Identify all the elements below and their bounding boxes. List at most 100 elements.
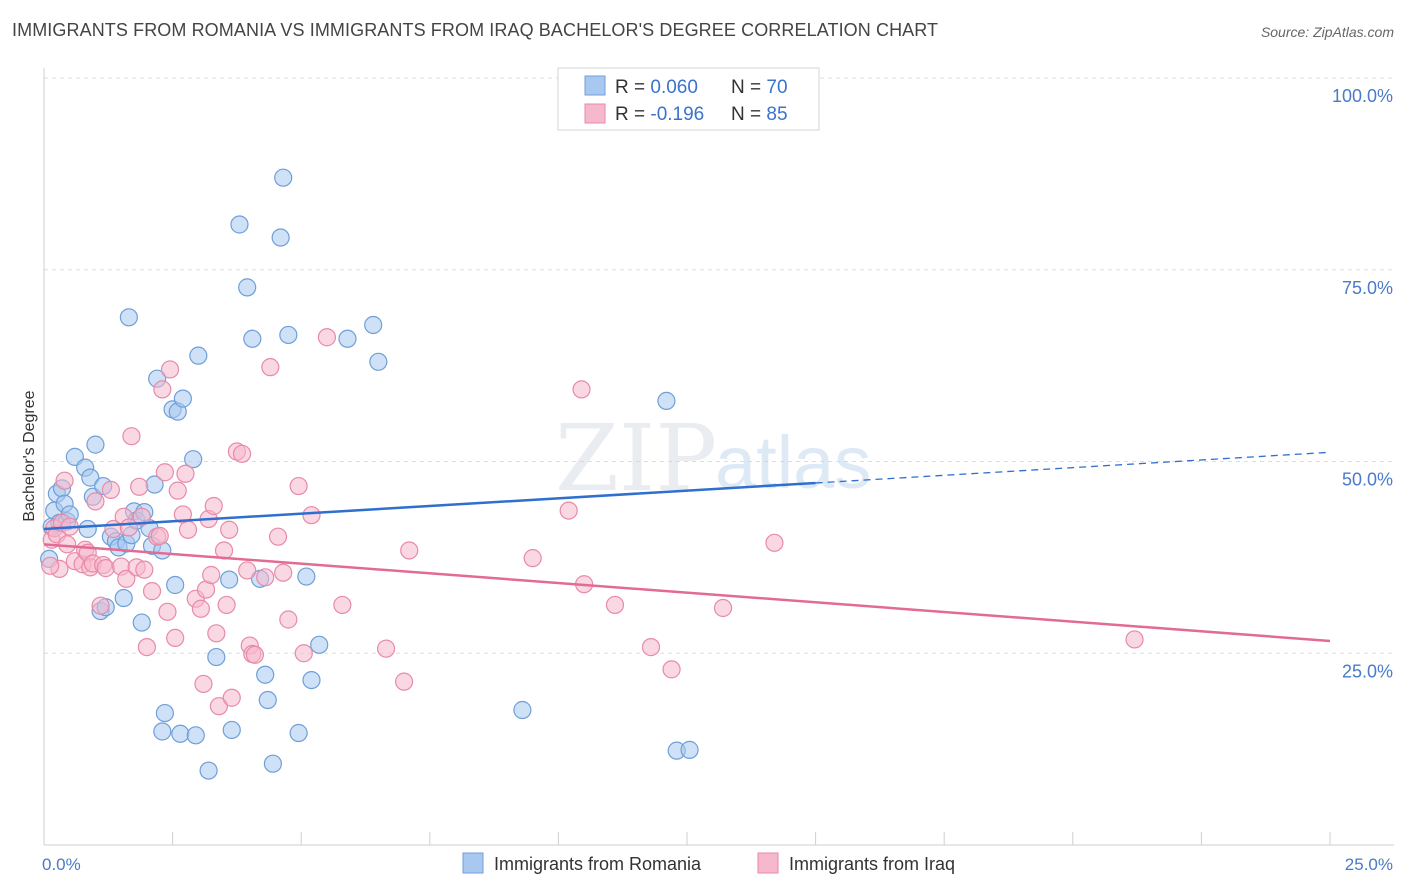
romania-point bbox=[166, 575, 185, 595]
romania-point bbox=[680, 740, 699, 759]
romania-point bbox=[310, 635, 329, 654]
iraq-point bbox=[101, 480, 120, 499]
iraq-point bbox=[232, 444, 252, 463]
iraq-point bbox=[559, 501, 578, 520]
iraq-point bbox=[333, 595, 352, 615]
romania-point bbox=[199, 761, 218, 780]
iraq-point bbox=[91, 596, 110, 615]
romania-point bbox=[155, 703, 174, 723]
romania-point bbox=[186, 726, 205, 745]
romania-trendline-extension bbox=[815, 451, 1331, 484]
x-tick-label-max: 25.0% bbox=[1345, 855, 1393, 874]
y-tick-label: 75.0% bbox=[1342, 278, 1393, 298]
legend-romania-label: Immigrants from Romania bbox=[494, 854, 702, 874]
romania-point bbox=[173, 389, 192, 408]
iraq-point bbox=[274, 563, 293, 582]
iraq-point bbox=[86, 492, 105, 511]
iraq-point bbox=[176, 464, 195, 483]
iraq-point bbox=[137, 638, 156, 657]
iraq-point bbox=[204, 496, 223, 516]
romania-point bbox=[238, 278, 257, 297]
iraq-point bbox=[294, 644, 313, 663]
iraq-point bbox=[160, 360, 180, 379]
romania-point bbox=[364, 315, 383, 335]
iraq-point bbox=[117, 569, 136, 588]
romania-point bbox=[78, 519, 97, 539]
romania-point bbox=[86, 435, 105, 454]
romania-trendline bbox=[43, 481, 816, 531]
romania-r-label: R = bbox=[615, 77, 650, 98]
iraq-point bbox=[317, 328, 337, 347]
romania-point bbox=[263, 754, 283, 773]
chart-title: IMMIGRANTS FROM ROMANIA VS IMMIGRANTS FR… bbox=[12, 20, 939, 40]
iraq-swatch bbox=[584, 103, 606, 124]
iraq-point bbox=[289, 476, 308, 496]
y-tick-label: 25.0% bbox=[1342, 661, 1393, 681]
iraq-point bbox=[400, 541, 419, 560]
romania-point bbox=[243, 329, 262, 348]
romania-point bbox=[220, 570, 239, 589]
iraq-point bbox=[220, 520, 239, 539]
iraq-point bbox=[605, 595, 625, 615]
y-tick-label: 100.0% bbox=[1332, 86, 1393, 106]
series-legend: Immigrants from Romania Immigrants from … bbox=[462, 852, 955, 874]
iraq-point bbox=[1125, 630, 1144, 649]
iraq-point bbox=[279, 610, 298, 629]
iraq-n-label: N = bbox=[731, 104, 766, 125]
romania-point bbox=[132, 613, 151, 632]
iraq-point bbox=[302, 506, 321, 525]
iraq-point bbox=[155, 463, 174, 482]
iraq-point bbox=[765, 533, 784, 552]
iraq-point bbox=[376, 639, 396, 658]
romania-point bbox=[302, 670, 321, 690]
iraq-point bbox=[713, 598, 733, 618]
romania-point bbox=[274, 168, 293, 187]
romania-point bbox=[258, 690, 277, 710]
romania-point bbox=[271, 228, 290, 247]
iraq-point bbox=[207, 624, 226, 643]
svg-text:R = -0.196: R = -0.196 bbox=[615, 104, 704, 125]
romania-point bbox=[657, 391, 676, 411]
romania-point bbox=[184, 450, 203, 469]
romania-n-label: N = bbox=[731, 77, 766, 98]
iraq-point bbox=[217, 595, 236, 615]
iraq-n-value: 85 bbox=[766, 104, 787, 125]
stats-legend: R = 0.060 N = 70 R = -0.196 N = 85 bbox=[557, 67, 820, 131]
iraq-point bbox=[142, 582, 162, 601]
iraq-point bbox=[41, 556, 60, 575]
iraq-point bbox=[130, 477, 149, 496]
iraq-point bbox=[523, 549, 542, 568]
svg-text:N = 70: N = 70 bbox=[731, 77, 788, 98]
romania-point bbox=[338, 329, 357, 348]
romania-point bbox=[153, 722, 172, 741]
iraq-r-label: R = bbox=[615, 104, 650, 125]
romania-point bbox=[513, 700, 532, 720]
romania-swatch bbox=[584, 75, 606, 96]
iraq-r-value: -0.196 bbox=[650, 104, 704, 125]
source-attribution: Source: ZipAtlas.com bbox=[1260, 24, 1394, 40]
iraq-point bbox=[178, 520, 198, 539]
romania-point bbox=[369, 352, 388, 371]
watermark-atlas: atlas bbox=[715, 421, 871, 504]
iraq-point bbox=[222, 688, 241, 707]
iraq-point bbox=[166, 628, 185, 648]
y-axis-tick-labels: 25.0% 50.0% 75.0% 100.0% bbox=[1332, 86, 1393, 681]
iraq-point bbox=[268, 527, 288, 546]
legend-romania-swatch bbox=[462, 852, 484, 874]
iraq-point bbox=[153, 380, 172, 399]
iraq-point bbox=[135, 560, 154, 579]
series-iraq-points bbox=[41, 328, 1144, 716]
romania-point bbox=[119, 308, 138, 327]
iraq-point bbox=[58, 535, 77, 554]
iraq-point bbox=[394, 672, 414, 691]
iraq-point bbox=[641, 638, 661, 657]
y-tick-label: 50.0% bbox=[1342, 470, 1393, 490]
iraq-point bbox=[209, 697, 228, 716]
svg-text:R = 0.060: R = 0.060 bbox=[615, 77, 698, 98]
romania-point bbox=[207, 647, 226, 667]
iraq-point bbox=[150, 526, 169, 545]
x-tick-label-min: 0.0% bbox=[42, 855, 81, 874]
iraq-point bbox=[168, 481, 187, 500]
iraq-point bbox=[194, 674, 213, 694]
iraq-point bbox=[158, 602, 177, 621]
